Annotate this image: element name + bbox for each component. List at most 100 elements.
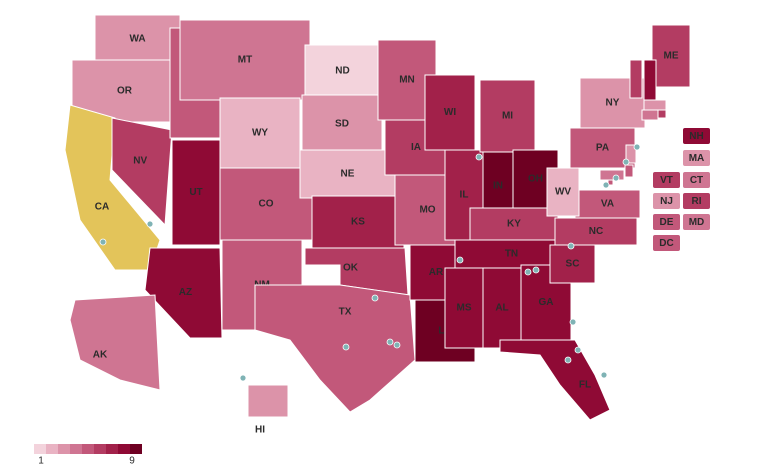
state-label: MO bbox=[419, 205, 435, 216]
state-label: AL bbox=[495, 303, 508, 314]
state-box bbox=[683, 193, 710, 209]
state bbox=[546, 167, 580, 217]
state-label: OR bbox=[117, 86, 133, 97]
state-label: WA bbox=[129, 34, 145, 45]
legend-swatch bbox=[70, 444, 82, 454]
state-label: KY bbox=[507, 219, 521, 230]
city bbox=[386, 338, 394, 346]
legend-swatch bbox=[82, 444, 94, 454]
state-label: TN bbox=[505, 249, 518, 260]
state-label: FL bbox=[579, 380, 591, 391]
state-label: VT bbox=[660, 175, 673, 186]
states: WAORCANVIDMTWYUTAZCONMNDSDNEKSOKTXMNIAMO… bbox=[64, 14, 691, 436]
state-box bbox=[653, 214, 680, 230]
city bbox=[239, 374, 247, 382]
state-box bbox=[683, 128, 710, 144]
cities bbox=[99, 143, 641, 382]
state bbox=[499, 339, 611, 421]
state-box bbox=[653, 235, 680, 251]
city bbox=[532, 266, 540, 274]
state-label: SC bbox=[566, 259, 580, 270]
state-label: MI bbox=[502, 111, 513, 122]
city bbox=[564, 356, 572, 364]
state-label: AZ bbox=[179, 287, 192, 298]
state-box bbox=[683, 172, 710, 188]
state-label: IN bbox=[493, 181, 503, 192]
city bbox=[393, 341, 401, 349]
state-box bbox=[683, 150, 710, 166]
state-label: OK bbox=[343, 262, 359, 273]
state-label: NV bbox=[133, 155, 147, 166]
state-label: MD bbox=[689, 217, 705, 228]
legend-swatch bbox=[58, 444, 70, 454]
legend-swatch bbox=[34, 444, 46, 454]
state-label: WV bbox=[555, 187, 571, 198]
state-label: PA bbox=[596, 143, 609, 154]
city bbox=[146, 220, 154, 228]
state bbox=[579, 77, 646, 129]
state-label: TX bbox=[339, 307, 352, 318]
state bbox=[643, 59, 657, 101]
state-label: CA bbox=[95, 202, 109, 213]
city bbox=[342, 343, 350, 351]
state bbox=[69, 294, 161, 391]
state-label: AR bbox=[429, 267, 444, 278]
state bbox=[625, 144, 637, 164]
state-label: KS bbox=[351, 217, 365, 228]
state-label: NE bbox=[341, 169, 355, 180]
state-label: HI bbox=[255, 425, 265, 436]
legend-min-label: 1 bbox=[38, 456, 44, 467]
state-label: MA bbox=[689, 153, 705, 164]
city bbox=[622, 158, 630, 166]
state-label: DC bbox=[659, 238, 673, 249]
legend-swatch bbox=[94, 444, 106, 454]
city bbox=[569, 318, 577, 326]
city bbox=[524, 268, 532, 276]
legend-swatch bbox=[118, 444, 130, 454]
state-box bbox=[653, 172, 680, 188]
city bbox=[475, 153, 483, 161]
state-label: GA bbox=[539, 297, 554, 308]
state bbox=[599, 169, 625, 181]
city bbox=[574, 346, 582, 354]
city bbox=[567, 242, 575, 250]
legend-swatch bbox=[130, 444, 142, 454]
city bbox=[371, 294, 379, 302]
city bbox=[612, 174, 620, 182]
state bbox=[629, 59, 643, 99]
state bbox=[641, 109, 659, 121]
city bbox=[633, 143, 641, 151]
state-label: MT bbox=[238, 55, 252, 66]
city bbox=[602, 181, 610, 189]
state bbox=[624, 164, 634, 178]
legend-swatch bbox=[106, 444, 118, 454]
state-label: VA bbox=[601, 199, 614, 210]
legend-swatch bbox=[46, 444, 58, 454]
state bbox=[171, 139, 221, 246]
state-label: ND bbox=[335, 66, 349, 77]
state-label: NH bbox=[689, 131, 703, 142]
state-label: OH bbox=[528, 174, 543, 185]
state-label: NY bbox=[606, 98, 620, 109]
state bbox=[254, 284, 416, 413]
state-label: IL bbox=[460, 190, 469, 201]
state-label: SD bbox=[335, 119, 349, 130]
state-label: MS bbox=[457, 303, 472, 314]
legend-max-label: 9 bbox=[129, 456, 135, 467]
state-label: MN bbox=[399, 75, 415, 86]
state-label: WY bbox=[252, 128, 268, 139]
state-label: CT bbox=[690, 175, 703, 186]
state-label: UT bbox=[189, 187, 202, 198]
state-box bbox=[683, 214, 710, 230]
city bbox=[600, 371, 608, 379]
city bbox=[99, 238, 107, 246]
state-label: ME bbox=[664, 51, 679, 62]
state-box bbox=[653, 193, 680, 209]
city bbox=[456, 256, 464, 264]
state-label: NJ bbox=[660, 196, 673, 207]
state-label: NC bbox=[589, 226, 603, 237]
state bbox=[247, 384, 289, 418]
small-state-boxes: NH MA VT CT NJ RI DE MD DC bbox=[653, 128, 710, 251]
state-label: AK bbox=[93, 350, 108, 361]
